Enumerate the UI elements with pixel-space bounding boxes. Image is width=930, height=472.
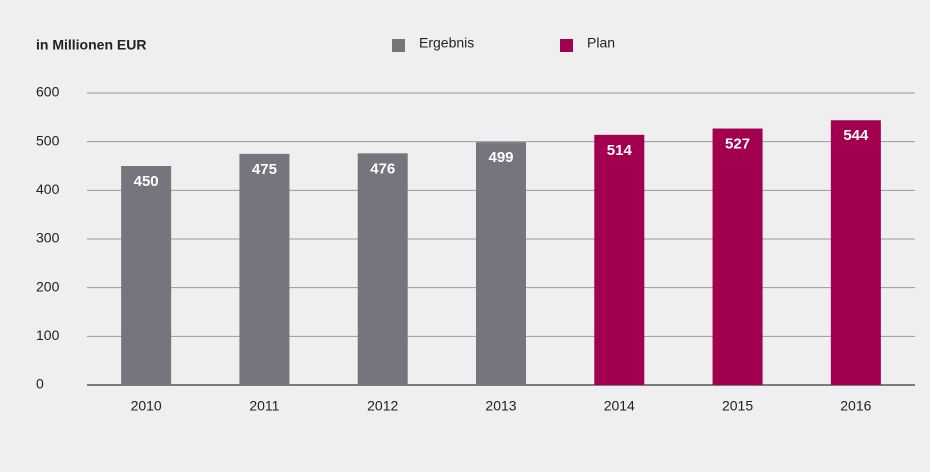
data-label: 450 bbox=[134, 173, 159, 190]
data-label: 527 bbox=[725, 135, 750, 152]
x-tick-label: 2013 bbox=[485, 398, 516, 414]
data-label: 476 bbox=[370, 160, 395, 177]
bar bbox=[594, 134, 645, 385]
x-tick-label: 2014 bbox=[604, 398, 635, 414]
y-tick-label: 100 bbox=[36, 327, 60, 343]
bar bbox=[121, 166, 172, 385]
bar bbox=[357, 153, 408, 385]
x-tick-label: 2010 bbox=[131, 398, 162, 414]
bar bbox=[239, 153, 290, 385]
legend-label: Plan bbox=[587, 35, 615, 51]
data-label: 514 bbox=[607, 142, 633, 159]
x-tick-label: 2016 bbox=[840, 398, 871, 414]
y-tick-label: 400 bbox=[36, 181, 60, 197]
axis-label: in Millionen EUR bbox=[36, 37, 146, 53]
y-tick-label: 300 bbox=[36, 230, 60, 246]
y-tick-label: 500 bbox=[36, 132, 60, 148]
y-tick-label: 200 bbox=[36, 278, 60, 294]
x-tick-label: 2011 bbox=[249, 398, 279, 414]
x-tick-label: 2012 bbox=[367, 398, 398, 414]
bar bbox=[476, 142, 526, 385]
bar bbox=[830, 120, 881, 386]
legend-swatch bbox=[392, 39, 405, 52]
data-label: 499 bbox=[488, 149, 513, 166]
bar bbox=[712, 128, 763, 385]
data-label: 544 bbox=[843, 127, 869, 144]
y-tick-label: 0 bbox=[36, 376, 44, 392]
legend-swatch bbox=[560, 39, 573, 52]
y-tick-label: 600 bbox=[36, 84, 60, 100]
legend-label: Ergebnis bbox=[419, 35, 474, 51]
x-tick-label: 2015 bbox=[722, 398, 753, 414]
data-label: 475 bbox=[252, 161, 277, 178]
